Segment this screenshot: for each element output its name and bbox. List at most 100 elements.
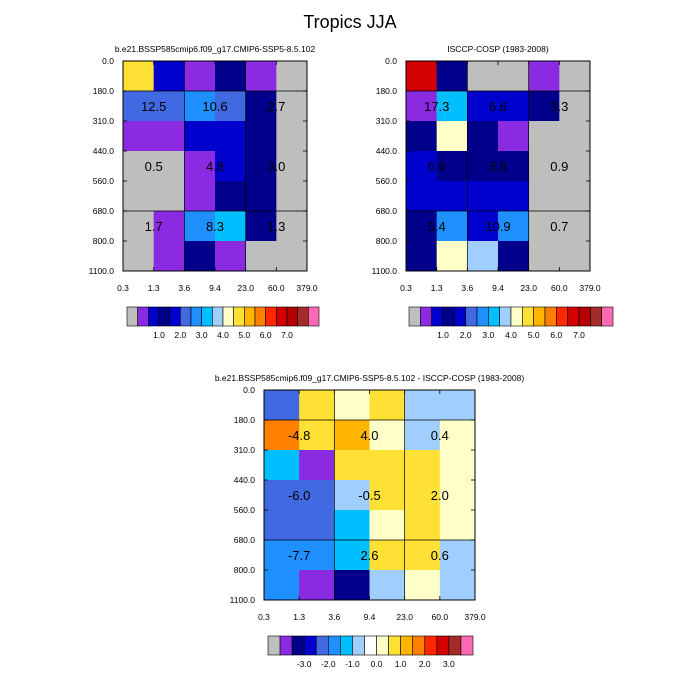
heatmap-cell: [369, 480, 405, 511]
heatmap-cell: [245, 61, 277, 92]
colorbar-swatch: [556, 306, 568, 327]
heatmap-panel-1: b.e21.BSSP585cmip6.f09_g17.CMIP6-SSP5-8.…: [89, 44, 320, 340]
colorbar-swatch: [201, 306, 213, 327]
y-tick-label: 0.0: [102, 56, 114, 66]
heatmap-cell: [153, 121, 185, 152]
y-tick-label: 800.0: [93, 236, 115, 246]
heatmap-cell: [184, 151, 216, 182]
heatmap-cell: [299, 570, 335, 601]
heatmap-cell: [528, 121, 560, 152]
colorbar-swatch: [510, 306, 523, 327]
colorbar-swatch: [340, 635, 353, 656]
heatmap-cell: [184, 241, 216, 272]
colorbar-swatch: [364, 635, 377, 656]
heatmap-cell: [334, 570, 370, 601]
heatmap-cell: [334, 540, 370, 571]
y-tick-label: 0.0: [385, 56, 397, 66]
heatmap-cell: [276, 211, 308, 242]
heatmap-cell: [436, 181, 468, 212]
heatmap-cell: [334, 420, 370, 451]
y-tick-label: 680.0: [376, 206, 398, 216]
heatmap-cell: [559, 241, 591, 272]
box-value-label: 1.7: [145, 219, 163, 234]
heatmap-cell: [123, 181, 154, 212]
heatmap-cell: [404, 390, 441, 421]
box-value-label: 0.5: [145, 159, 163, 174]
colorbar-swatch: [578, 306, 591, 327]
x-tick-label: 60.0: [432, 612, 449, 622]
heatmap-cell: [123, 91, 154, 122]
heatmap-cell: [184, 181, 216, 212]
colorbar-swatch: [279, 635, 293, 656]
heatmap-cell: [559, 181, 591, 212]
colorbar-swatch: [180, 306, 192, 327]
heatmap-cell: [153, 61, 185, 92]
x-tick-label: 379.0: [296, 283, 318, 293]
colorbar-swatch: [533, 306, 546, 327]
box-value-label: -4.8: [288, 428, 310, 443]
colorbar-swatch: [476, 306, 489, 327]
y-tick-label: 1100.0: [89, 266, 115, 276]
y-tick-label: 180.0: [376, 86, 398, 96]
heatmap-cell: [369, 420, 405, 451]
heatmap-cell: [299, 480, 335, 511]
heatmap-cell: [334, 450, 370, 481]
heatmap-cell: [264, 390, 300, 421]
heatmap-cell: [467, 211, 499, 242]
colorbar-label: 5.0: [528, 330, 540, 340]
x-tick-label: 60.0: [551, 283, 568, 293]
heatmap-cell: [467, 121, 499, 152]
box-value-label: 6.6: [489, 99, 507, 114]
y-tick-label: 180.0: [93, 86, 115, 96]
plots-group: b.e21.BSSP585cmip6.f09_g17.CMIP6-SSP5-8.…: [89, 44, 614, 669]
heatmap-cell: [528, 151, 560, 182]
heatmap-cell: [559, 211, 591, 242]
heatmap-cell: [528, 61, 560, 92]
heatmap-cell: [436, 241, 468, 272]
heatmap-cell: [498, 91, 529, 122]
heatmap-cell: [406, 91, 437, 122]
heatmap-cell: [299, 450, 335, 481]
heatmap-cell: [153, 151, 185, 182]
heatmap-cell: [276, 241, 308, 272]
y-tick-label: 0.0: [243, 385, 255, 395]
heatmap-cell: [439, 450, 476, 481]
heatmap-cell: [123, 151, 154, 182]
figure-title: Tropics JJA: [303, 12, 396, 32]
heatmap-cell: [153, 91, 185, 122]
heatmap-cell: [436, 211, 468, 242]
colorbar-swatch: [190, 306, 202, 327]
y-tick-label: 560.0: [376, 176, 398, 186]
box-value-label: 0.4: [431, 428, 449, 443]
heatmap-cell: [264, 540, 300, 571]
heatmap-cell: [245, 121, 277, 152]
box-value-label: 0.7: [550, 219, 568, 234]
colorbar-swatch: [412, 635, 426, 656]
colorbar-label: 7.0: [573, 330, 585, 340]
colorbar-swatch: [424, 635, 438, 656]
heatmap-cell: [436, 121, 468, 152]
y-tick-label: 1100.0: [372, 266, 398, 276]
heatmap-cell: [436, 61, 468, 92]
heatmap-cell: [528, 211, 560, 242]
colorbar-swatch: [408, 306, 421, 327]
box-value-label: -0.5: [358, 488, 380, 503]
colorbar-swatch: [148, 306, 160, 327]
box-value-label: 2.7: [267, 99, 285, 114]
heatmap-cell: [528, 181, 560, 212]
y-tick-label: 800.0: [376, 236, 398, 246]
x-tick-label: 9.4: [492, 283, 504, 293]
heatmap-cell: [264, 480, 300, 511]
colorbar-label: 2.0: [174, 330, 186, 340]
heatmap-cell: [334, 510, 370, 541]
heatmap-cell: [153, 211, 185, 242]
heatmap-cell: [404, 510, 441, 541]
x-tick-label: 3.6: [178, 283, 190, 293]
colorbar-swatch: [315, 635, 329, 656]
heatmap-cell: [406, 151, 437, 182]
colorbar-swatch: [590, 306, 602, 327]
heatmap-panel-2: ISCCP-COSP (1983-2008) 17.3 6.6 3.3 6.6 5.8 0.…: [372, 44, 614, 340]
box-value-label: 4.8: [206, 159, 224, 174]
colorbar-swatch: [376, 635, 389, 656]
